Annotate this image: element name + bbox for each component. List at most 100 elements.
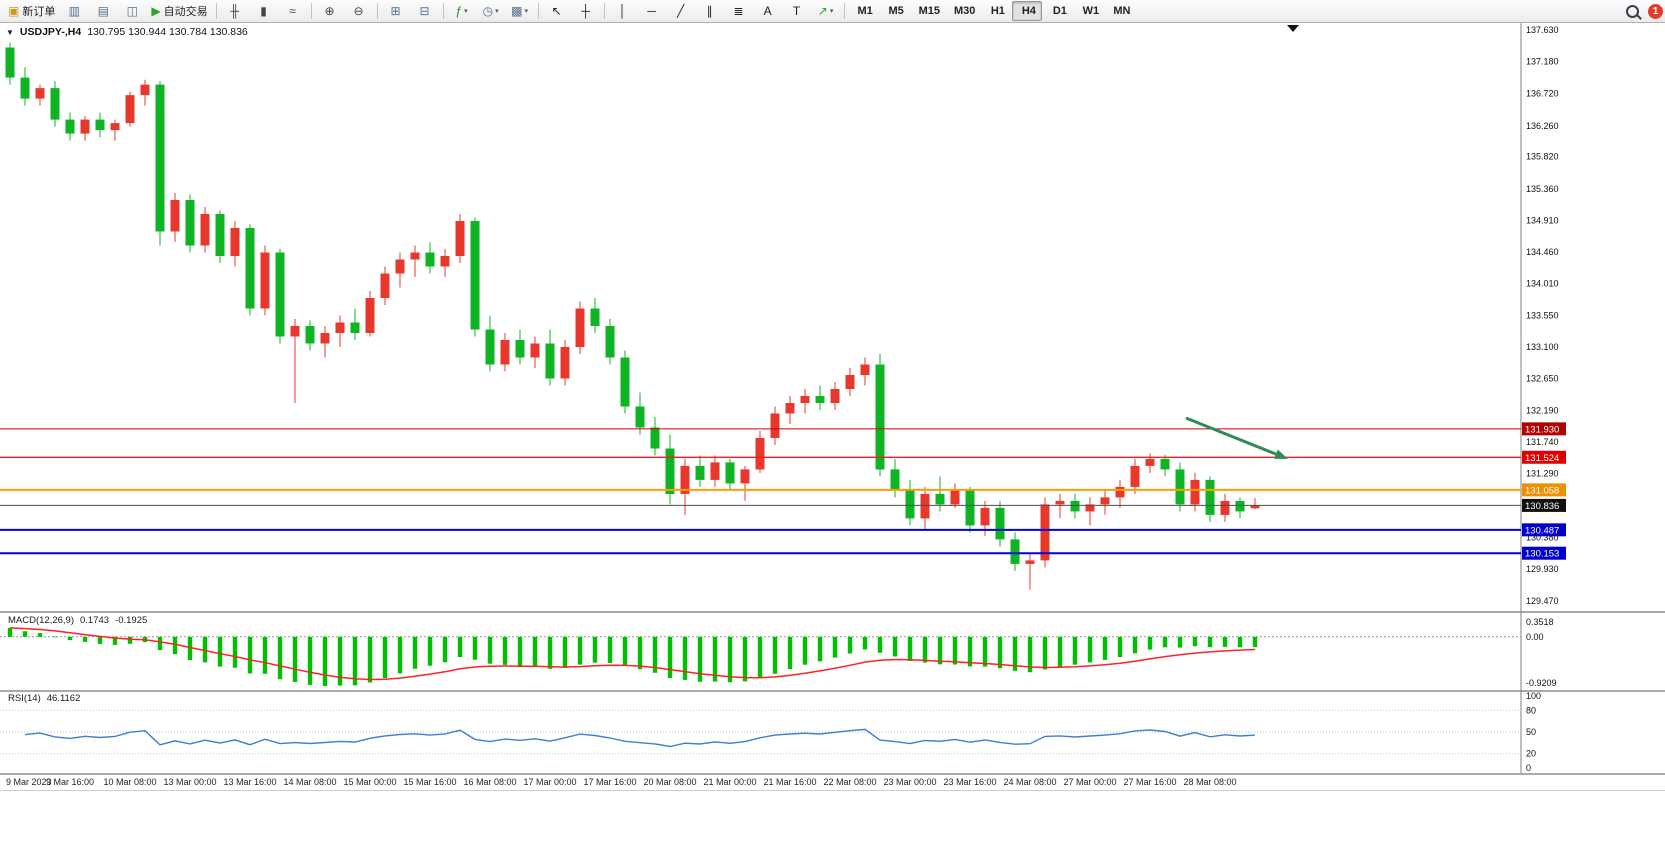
macd-histogram-bar	[952, 636, 958, 665]
macd-histogram-bar	[1087, 636, 1093, 663]
text-label-button[interactable]: T	[783, 1, 811, 21]
candle-body	[605, 326, 615, 358]
macd-histogram-bar	[187, 636, 193, 660]
candlestick-chart-icon: ▮	[260, 4, 267, 18]
zoom-in-button[interactable]: ⊕	[316, 1, 344, 21]
time-label: 23 Mar 16:00	[943, 777, 996, 787]
cascade-windows-button[interactable]: ⊟	[411, 1, 439, 21]
bar-chart-button[interactable]: ╫	[221, 1, 249, 21]
tf-mn-button[interactable]: MN	[1105, 1, 1135, 21]
time-label: 13 Mar 16:00	[223, 777, 276, 787]
tf-m15-button[interactable]: M15	[911, 1, 945, 21]
macd-histogram-bar	[832, 636, 838, 658]
auto-trading-button[interactable]: ▶ 自动交易	[147, 1, 211, 21]
line-chart-icon: ≈	[289, 4, 296, 18]
chart-canvas[interactable]: 137.630 137.180 136.720 136.260 135.820 135.3…	[0, 22, 1665, 842]
macd-histogram-bar	[442, 636, 448, 663]
notification-badge[interactable]: 1	[1648, 3, 1663, 19]
candle-body	[755, 438, 765, 470]
periods-button[interactable]: ◷ ▾	[477, 1, 505, 21]
candle-body	[740, 469, 750, 484]
macd-histogram-bar	[697, 636, 703, 682]
trend-arrow-annotation[interactable]	[1185, 416, 1288, 459]
time-label: 10 Mar 08:00	[103, 777, 156, 787]
tf-w1-button[interactable]: W1	[1074, 1, 1104, 21]
horizontal-line-button[interactable]: ─	[638, 1, 666, 21]
candle-body	[110, 123, 120, 131]
dropdown-arrow-icon: ▾	[495, 8, 499, 15]
svg-text:137.180: 137.180	[1526, 56, 1559, 66]
tf-d1-button[interactable]: D1	[1043, 1, 1073, 21]
one-click-trading-toggle-icon[interactable]: ▼	[6, 27, 14, 37]
candle-body	[1070, 500, 1080, 512]
equidistant-channel-button[interactable]: ∥	[696, 1, 724, 21]
data-window-button[interactable]: ▤	[89, 1, 117, 21]
tf-h1-button[interactable]: H1	[981, 1, 1011, 21]
candle-body	[290, 326, 300, 337]
macd-signal-value: -0.1925	[115, 615, 148, 626]
macd-histogram-bar	[7, 627, 13, 637]
svg-text:130.487: 130.487	[1525, 525, 1559, 536]
candle-body	[425, 252, 435, 267]
tf-m1-button[interactable]: M1	[849, 1, 879, 21]
tf-h4-button[interactable]: H4	[1012, 1, 1043, 21]
macd-signal-line	[9, 627, 1256, 681]
tile-windows-icon: ⊞	[390, 4, 401, 18]
svg-text:131.740: 131.740	[1526, 437, 1559, 447]
zoom-out-button[interactable]: ⊖	[345, 1, 373, 21]
candle-body	[635, 406, 645, 428]
line-chart-button[interactable]: ≈	[279, 1, 307, 21]
crosshair-button[interactable]: ┼	[572, 1, 600, 21]
tf-m5-button[interactable]: M5	[880, 1, 910, 21]
tf-m30-button[interactable]: M30	[946, 1, 980, 21]
search-icon[interactable]	[1626, 4, 1639, 18]
candle-body	[1235, 500, 1245, 512]
text-button[interactable]: A	[754, 1, 782, 21]
zoom-in-icon: ⊕	[324, 4, 335, 18]
macd-histogram-bar	[967, 636, 973, 667]
candle-body	[680, 465, 690, 494]
candle-body	[155, 84, 165, 232]
chart-shift-marker[interactable]	[1287, 25, 1299, 32]
text-icon: A	[763, 4, 772, 18]
candle-body	[245, 228, 255, 309]
macd-indicator-label: MACD(12,26,9)	[8, 615, 74, 626]
candle-body	[350, 322, 360, 333]
time-label: 22 Mar 08:00	[823, 777, 876, 787]
candle-body	[830, 389, 840, 403]
svg-text:134.460: 134.460	[1526, 247, 1559, 257]
indicators-button[interactable]: ƒ ▾	[448, 1, 476, 21]
new-order-button[interactable]: ▣ 新订单	[4, 1, 59, 21]
crosshair-icon: ┼	[581, 4, 590, 18]
macd-histogram-bar	[502, 636, 508, 665]
macd-histogram-bar	[1117, 636, 1123, 658]
navigator-button[interactable]: ◫	[118, 1, 146, 21]
trendline-button[interactable]: ╱	[667, 1, 695, 21]
svg-text:131.058: 131.058	[1525, 485, 1559, 496]
candlestick-chart-button[interactable]: ▮	[250, 1, 278, 21]
macd-histogram-bar	[1192, 636, 1198, 647]
time-label: 13 Mar 00:00	[163, 777, 216, 787]
toolbar-separator	[376, 3, 378, 19]
toolbar-separator	[215, 3, 217, 19]
macd-histogram-bar	[862, 636, 868, 650]
macd-histogram-bar	[172, 636, 178, 655]
vertical-line-button[interactable]: │	[609, 1, 637, 21]
panel-separators[interactable]	[0, 611, 1665, 791]
vertical-line-icon: │	[618, 4, 627, 18]
time-label: 28 Mar 08:00	[1183, 777, 1236, 787]
templates-button[interactable]: ▩ ▾	[506, 1, 534, 21]
time-label: 17 Mar 00:00	[523, 777, 576, 787]
tile-windows-button[interactable]: ⊞	[382, 1, 410, 21]
cursor-button[interactable]: ↖	[543, 1, 571, 21]
price-axis[interactable]: 137.630 137.180 136.720 136.260 135.820 135.3…	[1526, 25, 1559, 606]
market-watch-button[interactable]: ▥	[60, 1, 88, 21]
macd-histogram-bar	[997, 636, 1003, 669]
candle-body	[200, 214, 210, 246]
fibonacci-button[interactable]: ≣	[725, 1, 753, 21]
macd-histogram-bar	[307, 636, 313, 685]
arrows-button[interactable]: ↗ ▾	[812, 1, 840, 21]
horizontal-levels[interactable]	[0, 428, 1521, 555]
rsi-indicator-label: RSI(14)	[8, 693, 41, 704]
